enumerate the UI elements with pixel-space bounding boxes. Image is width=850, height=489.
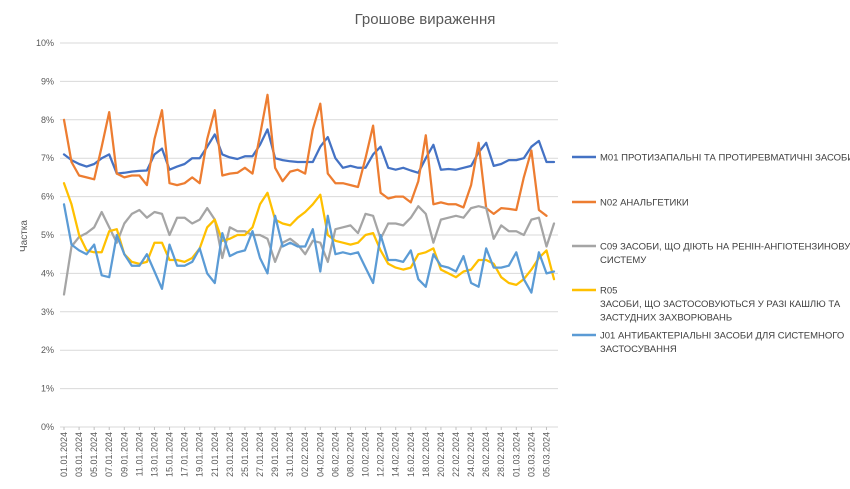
x-tick-label: 03.03.2024 — [526, 432, 536, 477]
x-tick-label: 16.02.2024 — [406, 432, 416, 477]
x-tick-label: 20.02.2024 — [436, 432, 446, 477]
x-tick-label: 25.01.2024 — [240, 432, 250, 477]
x-tick-label: 17.01.2024 — [180, 432, 190, 477]
y-axis-ticks: 0% 1% 2% 3% 4% 5% 6% 7% 8% 9% 10% — [36, 38, 54, 432]
y-tick-label: 6% — [41, 192, 54, 202]
series-line — [62, 93, 548, 217]
x-tick-label: 08.02.2024 — [345, 432, 355, 477]
x-tick-label: 21.01.2024 — [210, 432, 220, 477]
series-line — [62, 128, 556, 175]
x-tick-label: 01.03.2024 — [511, 432, 521, 477]
legend-label: C09 ЗАСОБИ, ЩО ДІЮТЬ НА РЕНІН-АНГІОТЕНЗИ… — [600, 242, 850, 267]
x-tick-label: 03.01.2024 — [74, 432, 84, 477]
series-lines — [62, 93, 556, 296]
x-tick-label: 04.02.2024 — [315, 432, 325, 477]
x-tick-label: 01.01.2024 — [59, 432, 69, 477]
x-tick-label: 05.03.2024 — [541, 432, 551, 477]
y-tick-label: 3% — [41, 307, 54, 317]
x-tick-label: 15.01.2024 — [165, 432, 175, 477]
y-tick-label: 7% — [41, 153, 54, 163]
series-line — [62, 205, 556, 296]
x-tick-label: 05.01.2024 — [89, 432, 99, 477]
x-tick-label: 28.02.2024 — [496, 432, 506, 477]
y-tick-label: 4% — [41, 268, 54, 278]
x-tick-label: 07.01.2024 — [104, 432, 114, 477]
x-tick-label: 22.02.2024 — [451, 432, 461, 477]
legend-label: N02 АНАЛЬГЕТИКИ — [600, 198, 689, 209]
y-tick-label: 5% — [41, 230, 54, 240]
gridlines — [60, 42, 558, 428]
y-axis-title: Частка — [19, 220, 30, 252]
x-tick-label: 11.01.2024 — [134, 432, 144, 476]
x-tick-label: 23.01.2024 — [225, 432, 235, 477]
x-tick-label: 29.01.2024 — [270, 432, 280, 477]
x-tick-label: 06.02.2024 — [330, 432, 340, 477]
y-tick-label: 8% — [41, 115, 54, 125]
y-tick-label: 2% — [41, 345, 54, 355]
y-tick-label: 0% — [41, 422, 54, 432]
x-tick-label: 24.02.2024 — [466, 432, 476, 477]
x-tick-label: 19.01.2024 — [195, 432, 205, 477]
x-tick-label: 31.01.2024 — [285, 432, 295, 477]
x-tick-label: 26.02.2024 — [481, 432, 491, 477]
x-tick-label: 14.02.2024 — [391, 432, 401, 477]
x-tick-label: 12.02.2024 — [376, 432, 386, 477]
y-tick-label: 10% — [36, 38, 54, 48]
x-tick-label: 09.01.2024 — [119, 432, 129, 477]
legend-label: J01 АНТИБАКТЕРІАЛЬНІ ЗАСОБИ ДЛЯ СИСТЕМНО… — [600, 331, 844, 356]
y-tick-label: 9% — [41, 76, 54, 86]
x-tick-label: 10.02.2024 — [361, 432, 371, 477]
series-line — [62, 182, 556, 287]
chart-title: Грошове вираження — [355, 11, 496, 28]
x-tick-label: 18.02.2024 — [421, 432, 431, 477]
legend: M01 ПРОТИЗАПАЛЬНІ ТА ПРОТИРЕВМАТИЧНІ ЗАС… — [572, 153, 850, 356]
x-axis-ticks: 01.01.2024 03.01.2024 05.01.2024 07.01.2024… — [59, 427, 551, 477]
legend-label: M01 ПРОТИЗАПАЛЬНІ ТА ПРОТИРЕВМАТИЧНІ ЗАС… — [600, 153, 850, 164]
x-tick-label: 13.01.2024 — [149, 432, 159, 477]
x-tick-label: 27.01.2024 — [255, 432, 265, 477]
legend-label: R05 ЗАСОБИ, ЩО ЗАСТОСОВУЮТЬСЯ У РАЗІ КАШЛ… — [600, 286, 841, 324]
series-line — [62, 203, 556, 294]
x-tick-label: 02.02.2024 — [300, 432, 310, 477]
y-tick-label: 1% — [41, 384, 54, 394]
